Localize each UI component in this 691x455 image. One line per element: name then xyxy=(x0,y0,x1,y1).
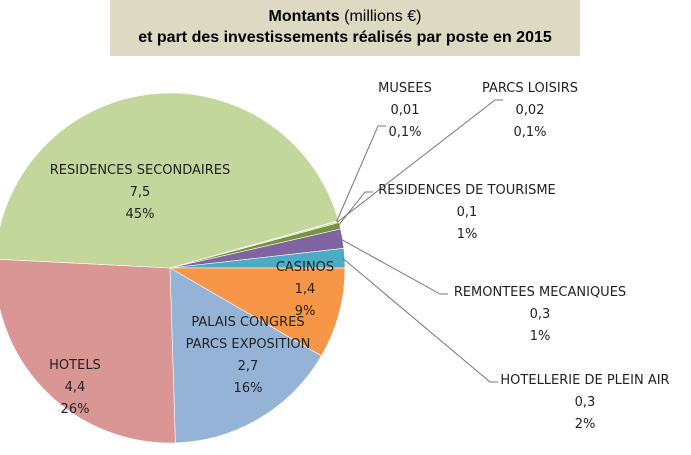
title-box: Montants (millions €) et part des invest… xyxy=(110,0,580,56)
category-label: CASINOS xyxy=(275,260,335,275)
value-label: 7,5 xyxy=(129,185,151,200)
pie-slice xyxy=(0,259,176,444)
category-label: RESIDENCES DE TOURISME xyxy=(378,183,556,198)
slice-label: HOTELS 4,4 26% xyxy=(35,355,115,421)
slice-label: HOTELLERIE DE PLEIN AIR 0,3 2% xyxy=(485,370,685,436)
percent-label: 1% xyxy=(456,227,478,242)
leader-line xyxy=(340,238,448,295)
chart-subtitle: et part des investissements réalisés par… xyxy=(138,29,552,46)
percent-label: 45% xyxy=(125,207,155,222)
percent-label: 16% xyxy=(233,381,263,396)
leader-line xyxy=(337,191,373,227)
leader-line xyxy=(336,125,386,222)
category-label: PARCS LOISIRS xyxy=(482,81,578,96)
title-unit: (millions €) xyxy=(344,8,422,25)
percent-label: 26% xyxy=(60,402,90,417)
value-label: 0,3 xyxy=(574,395,596,410)
category-label: RESIDENCES SECONDAIRES xyxy=(49,163,231,178)
pie-slice xyxy=(169,267,322,444)
percent-label: 1% xyxy=(529,329,551,344)
value-label: 0,02 xyxy=(515,103,545,118)
pie-slice xyxy=(0,92,339,269)
slice-label: CASINOS 1,4 9% xyxy=(265,257,345,323)
category-label: HOTELLERIE DE PLEIN AIR xyxy=(500,373,670,388)
percent-label: 0,1% xyxy=(388,125,422,140)
slice-label: PALAIS CONGRES PARCS EXPOSITION 2,7 16% xyxy=(183,312,313,400)
slice-label: MUSEES 0,01 0,1% xyxy=(335,78,475,144)
value-label: 0,3 xyxy=(529,307,551,322)
value-label: 0,1 xyxy=(456,205,478,220)
category-label: REMONTEES MECANIQUES xyxy=(453,285,627,300)
value-label: 2,7 xyxy=(237,359,259,374)
chart-title: Montants xyxy=(268,8,340,25)
percent-label: 0,1% xyxy=(513,125,547,140)
leader-line xyxy=(342,257,498,383)
slice-label: REMONTEES MECANIQUES 0,3 1% xyxy=(440,282,640,348)
category-label: HOTELS xyxy=(49,358,101,373)
slice-label: PARCS LOISIRS 0,02 0,1% xyxy=(460,78,600,144)
slice-label: RESIDENCES SECONDAIRES 7,5 45% xyxy=(30,160,250,226)
leader-line xyxy=(336,99,503,223)
value-label: 1,4 xyxy=(294,282,316,297)
value-label: 4,4 xyxy=(64,380,86,395)
percent-label: 2% xyxy=(574,417,596,432)
value-label: 0,01 xyxy=(390,103,420,118)
percent-label: 9% xyxy=(294,304,316,319)
slice-label: RESIDENCES DE TOURISME 0,1 1% xyxy=(367,180,567,246)
category-label: MUSEES xyxy=(378,81,432,96)
pie-slice xyxy=(168,267,346,357)
category-label: PALAIS CONGRES PARCS EXPOSITION xyxy=(185,315,311,352)
